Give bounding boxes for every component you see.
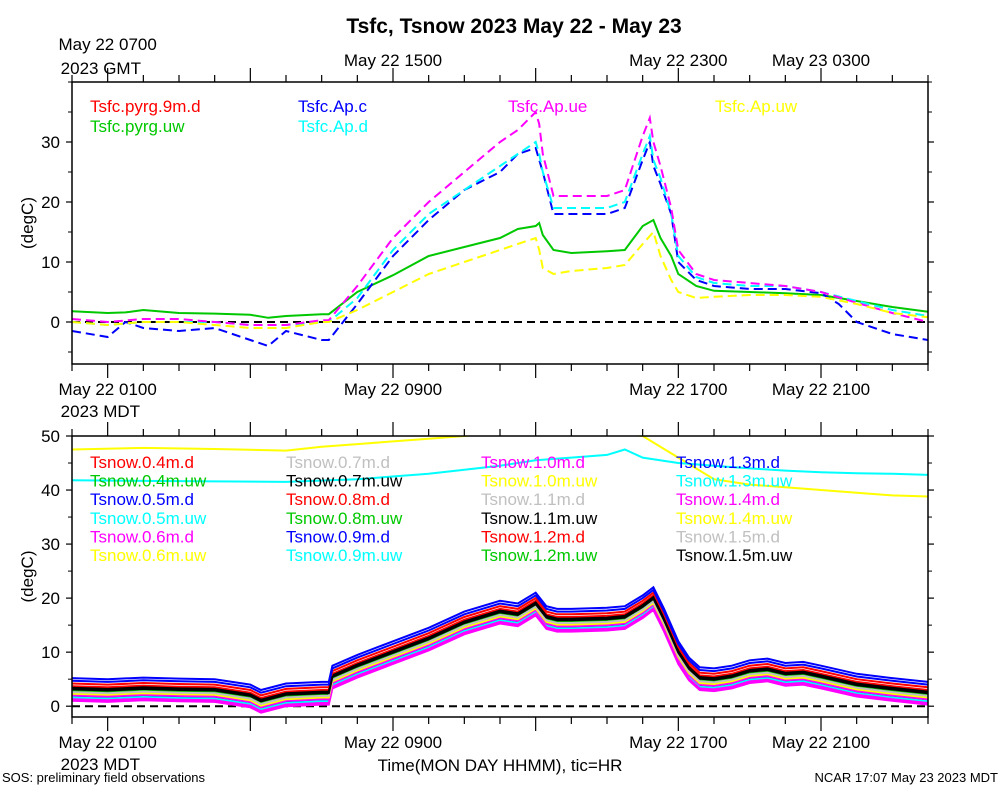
legend-entry: Tsfc.Ap.uw <box>715 97 798 116</box>
series-line-Tsnow.1.2m.d <box>72 591 928 697</box>
y-tick-label: 20 <box>41 589 60 608</box>
x-tick-label: May 22 0100 <box>59 733 157 752</box>
series-line-Tsnow.0.6m.d <box>72 608 928 714</box>
legend-entry: Tsnow.1.5m.d <box>676 527 780 546</box>
series-group <box>72 436 928 714</box>
top-tick-label: May 22 1500 <box>344 51 442 70</box>
top-tick-label-sub: 2023 GMT <box>61 59 141 78</box>
top-tick-label: May 23 0300 <box>772 51 870 70</box>
legend-entry: Tsnow.0.5m.d <box>90 490 194 509</box>
panel-top: 0 10 20 30 (degC) May 22 0100 2023 MDT May 22 0… <box>18 35 934 421</box>
x-axis-label: Time(MON DAY HHMM), tic=HR <box>378 756 623 775</box>
y-tick-label: 0 <box>51 313 60 332</box>
x-tick-label: May 22 2100 <box>772 380 870 399</box>
series-line-Tsnow.1.5m.d <box>72 599 928 706</box>
series-line-Tsnow.1.1m.uw <box>72 595 928 701</box>
legend-entry: Tsnow.0.8m.uw <box>286 509 403 528</box>
series-line-Tsfc.Ap.ue <box>72 110 928 326</box>
y-tick-label: 0 <box>51 697 60 716</box>
y-tick-label: 40 <box>41 481 60 500</box>
legend-entry: Tsnow.1.2m.uw <box>481 546 598 565</box>
x-tick-label: May 22 0100 <box>59 380 157 399</box>
series-group <box>72 110 928 348</box>
x-tick-label: May 22 0900 <box>344 380 442 399</box>
legend-entry: Tsnow.0.8m.d <box>286 490 390 509</box>
x-tick-label: May 22 2100 <box>772 733 870 752</box>
panel-bottom: 0 10 20 30 40 50 (degC) May 22 0100 2023 MDT May … <box>18 422 934 774</box>
series-line-Tsnow.1.0m.uw <box>72 436 928 498</box>
series-line-Tsfc.Ap.c <box>72 138 928 348</box>
series-line-Tsnow.0.9m.uw <box>72 605 928 711</box>
legend-entry: Tsnow.1.2m.d <box>481 527 585 546</box>
legend-entry: Tsnow.1.5m.uw <box>676 546 793 565</box>
legend-entry: Tsnow.0.7m.uw <box>286 472 403 491</box>
y-tick-label: 20 <box>41 193 60 212</box>
x-tick-label-sub: 2023 MDT <box>61 402 140 421</box>
footer-left: SOS: preliminary field observations <box>2 770 206 785</box>
x-tick-label: May 22 1700 <box>629 380 727 399</box>
series-line-Tsnow.1.3m.d <box>72 588 928 694</box>
legend-entry: Tsfc.pyrg.uw <box>90 117 185 136</box>
series-line-Tsfc.Ap.uw <box>72 229 928 329</box>
y-axis-label: (degC) <box>18 551 37 603</box>
legend-entry: Tsfc.Ap.ue <box>508 97 587 116</box>
legend-entry: Tsfc.Ap.d <box>298 117 368 136</box>
series-line-Tsnow.0.5m.d <box>72 585 928 692</box>
top-tick-label: May 22 0700 <box>59 35 157 54</box>
series-line-Tsnow.1.0m.d <box>72 606 928 713</box>
legend-entry: Tsnow.1.3m.d <box>676 453 780 472</box>
legend-entry: Tsnow.0.4m.uw <box>90 472 207 491</box>
legend-entry: Tsnow.0.4m.d <box>90 453 194 472</box>
legend-entry: Tsnow.0.9m.d <box>286 527 390 546</box>
chart-title: Tsfc, Tsnow 2023 May 22 - May 23 <box>346 15 681 38</box>
series-line-Tsnow.1.4m.uw <box>72 601 928 707</box>
y-axis-label: (degC) <box>18 197 37 249</box>
series-line-Tsfc.pyrg.uw <box>72 218 928 319</box>
top-tick-label: May 22 2300 <box>629 51 727 70</box>
legend-entry: Tsnow.0.9m.uw <box>286 546 403 565</box>
y-tick-label: 50 <box>41 427 60 446</box>
legend-entry: Tsnow.1.4m.uw <box>676 509 793 528</box>
legend-entry: Tsnow.0.5m.uw <box>90 509 207 528</box>
footer-right: NCAR 17:07 May 23 2023 MDT <box>814 770 998 785</box>
legend-entry: Tsnow.1.1m.uw <box>481 509 598 528</box>
legend-entry: Tsnow.1.3m.uw <box>676 472 793 491</box>
legend-entry: Tsnow.0.6m.d <box>90 527 194 546</box>
x-tick-label: May 22 0900 <box>344 733 442 752</box>
legend-entry: Tsnow.0.6m.uw <box>90 546 207 565</box>
x-tick-label-sub: 2023 MDT <box>61 755 140 774</box>
y-tick-label: 10 <box>41 253 60 272</box>
series-line-Tsnow.0.8m.d <box>72 593 928 700</box>
y-tick-label: 30 <box>41 535 60 554</box>
series-line-Tsnow.1.5m.uw <box>72 597 928 703</box>
legend-entry: Tsnow.1.1m.d <box>481 490 585 509</box>
legend-entry: Tsfc.pyrg.9m.d <box>90 97 201 116</box>
legend-entry: Tsnow.1.4m.d <box>676 490 780 509</box>
series-line-Tsnow.1.4m.d <box>72 603 928 709</box>
legend-entry: Tsnow.1.0m.uw <box>481 472 598 491</box>
y-tick-label: 10 <box>41 643 60 662</box>
legend-entry: Tsfc.Ap.c <box>298 97 367 116</box>
x-tick-label: May 22 1700 <box>629 733 727 752</box>
series-line-Tsnow.1.3m.uw <box>72 448 928 483</box>
y-tick-label: 30 <box>41 133 60 152</box>
legend-entry: Tsnow.1.0m.d <box>481 453 585 472</box>
legend-entry: Tsnow.0.7m.d <box>286 453 390 472</box>
